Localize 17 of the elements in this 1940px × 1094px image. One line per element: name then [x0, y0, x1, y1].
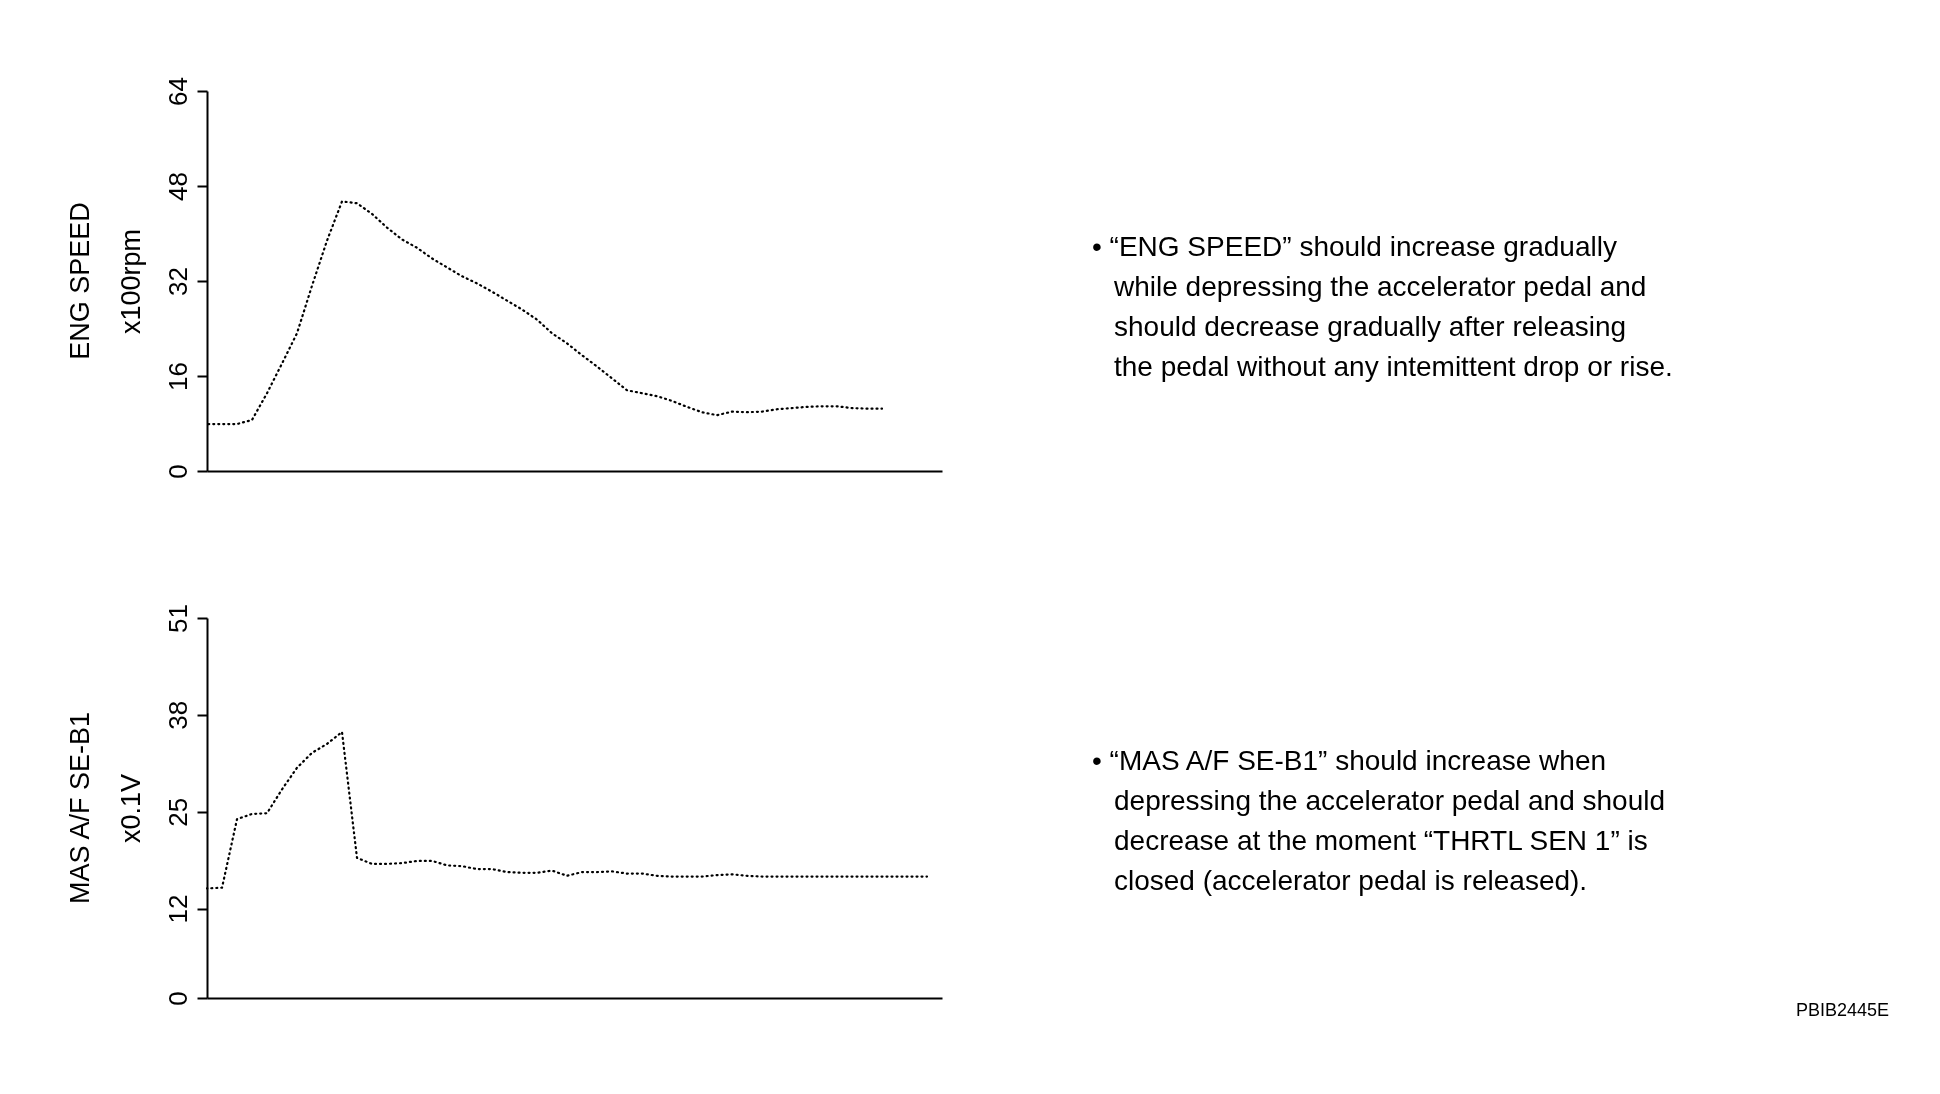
- y-axis-title: x0.1V: [115, 773, 146, 844]
- y-tick-label: 12: [162, 894, 193, 924]
- text: • “ENG SPEED” should increase gradually while depressing the accelerator pedal and should decrease gradually after releasing the pedal without any intemittent drop or rise.: [1092, 230, 1673, 384]
- text: • “MAS A/F SE-B1” should increase when depressing the accelerator pedal and should decrease at the moment “THRTL SEN 1” is closed (accelerator pedal is released).: [1092, 744, 1666, 898]
- y-tick-label: 64: [162, 77, 193, 106]
- y-tick-label: 0: [162, 464, 193, 479]
- y-axis-title: x100rpm: [115, 228, 146, 335]
- y-tick-label: 51: [162, 604, 193, 633]
- text: PBIB2445E: [1796, 1000, 1890, 1021]
- y-tick-label: 25: [162, 797, 193, 827]
- y-tick-label: 0: [162, 991, 193, 1006]
- y-tick-label: 38: [162, 700, 193, 730]
- text: MAS A/F SE-B1: [65, 711, 95, 905]
- y-tick-label: 32: [162, 267, 193, 296]
- y-tick-label: 16: [162, 362, 193, 391]
- y-tick-label: 48: [162, 172, 193, 201]
- text: ENG SPEED: [65, 202, 95, 360]
